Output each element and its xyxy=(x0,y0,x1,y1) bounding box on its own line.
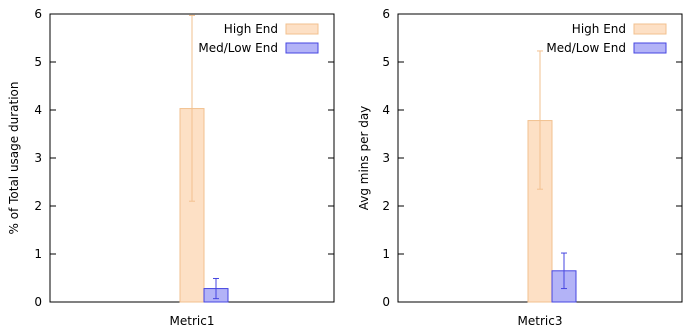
y-axis-label: Avg mins per day xyxy=(357,106,371,211)
legend-label: High End xyxy=(572,22,626,36)
legend-swatch xyxy=(285,42,319,54)
y-tick-label: 3 xyxy=(34,151,42,165)
legend-swatch xyxy=(633,42,667,54)
y-axis-label: % of Total usage duration xyxy=(7,82,21,235)
legend-label: Med/Low End xyxy=(546,41,626,55)
y-tick-label: 6 xyxy=(34,7,42,21)
y-tick-label: 4 xyxy=(34,103,42,117)
legend: High End Med/Low End xyxy=(198,22,319,55)
legend-label: Med/Low End xyxy=(198,41,278,55)
chart-panel-1: 0 1 2 3 4 5 6 Metric1 % of Total usage duration xyxy=(7,7,335,328)
y-tick-label: 6 xyxy=(382,7,390,21)
y-tick-label: 5 xyxy=(382,55,390,69)
y-tick-label: 2 xyxy=(34,199,42,213)
y-tick-label: 1 xyxy=(382,247,390,261)
chart-panel-2: 0 1 2 3 4 5 6 Metric3 Avg mins per day xyxy=(357,7,683,328)
y-tick-label: 4 xyxy=(382,103,390,117)
legend-swatch xyxy=(285,23,319,35)
y-tick-label: 0 xyxy=(34,295,42,309)
legend: High End Med/Low End xyxy=(546,22,667,55)
legend-swatch xyxy=(633,23,667,35)
x-tick-label: Metric1 xyxy=(170,314,215,328)
x-tick-label: Metric3 xyxy=(518,314,563,328)
y-tick-label: 2 xyxy=(382,199,390,213)
y-tick-label: 0 xyxy=(382,295,390,309)
y-tick-label: 5 xyxy=(34,55,42,69)
legend-label: High End xyxy=(224,22,278,36)
y-tick-label: 3 xyxy=(382,151,390,165)
y-tick-label: 1 xyxy=(34,247,42,261)
